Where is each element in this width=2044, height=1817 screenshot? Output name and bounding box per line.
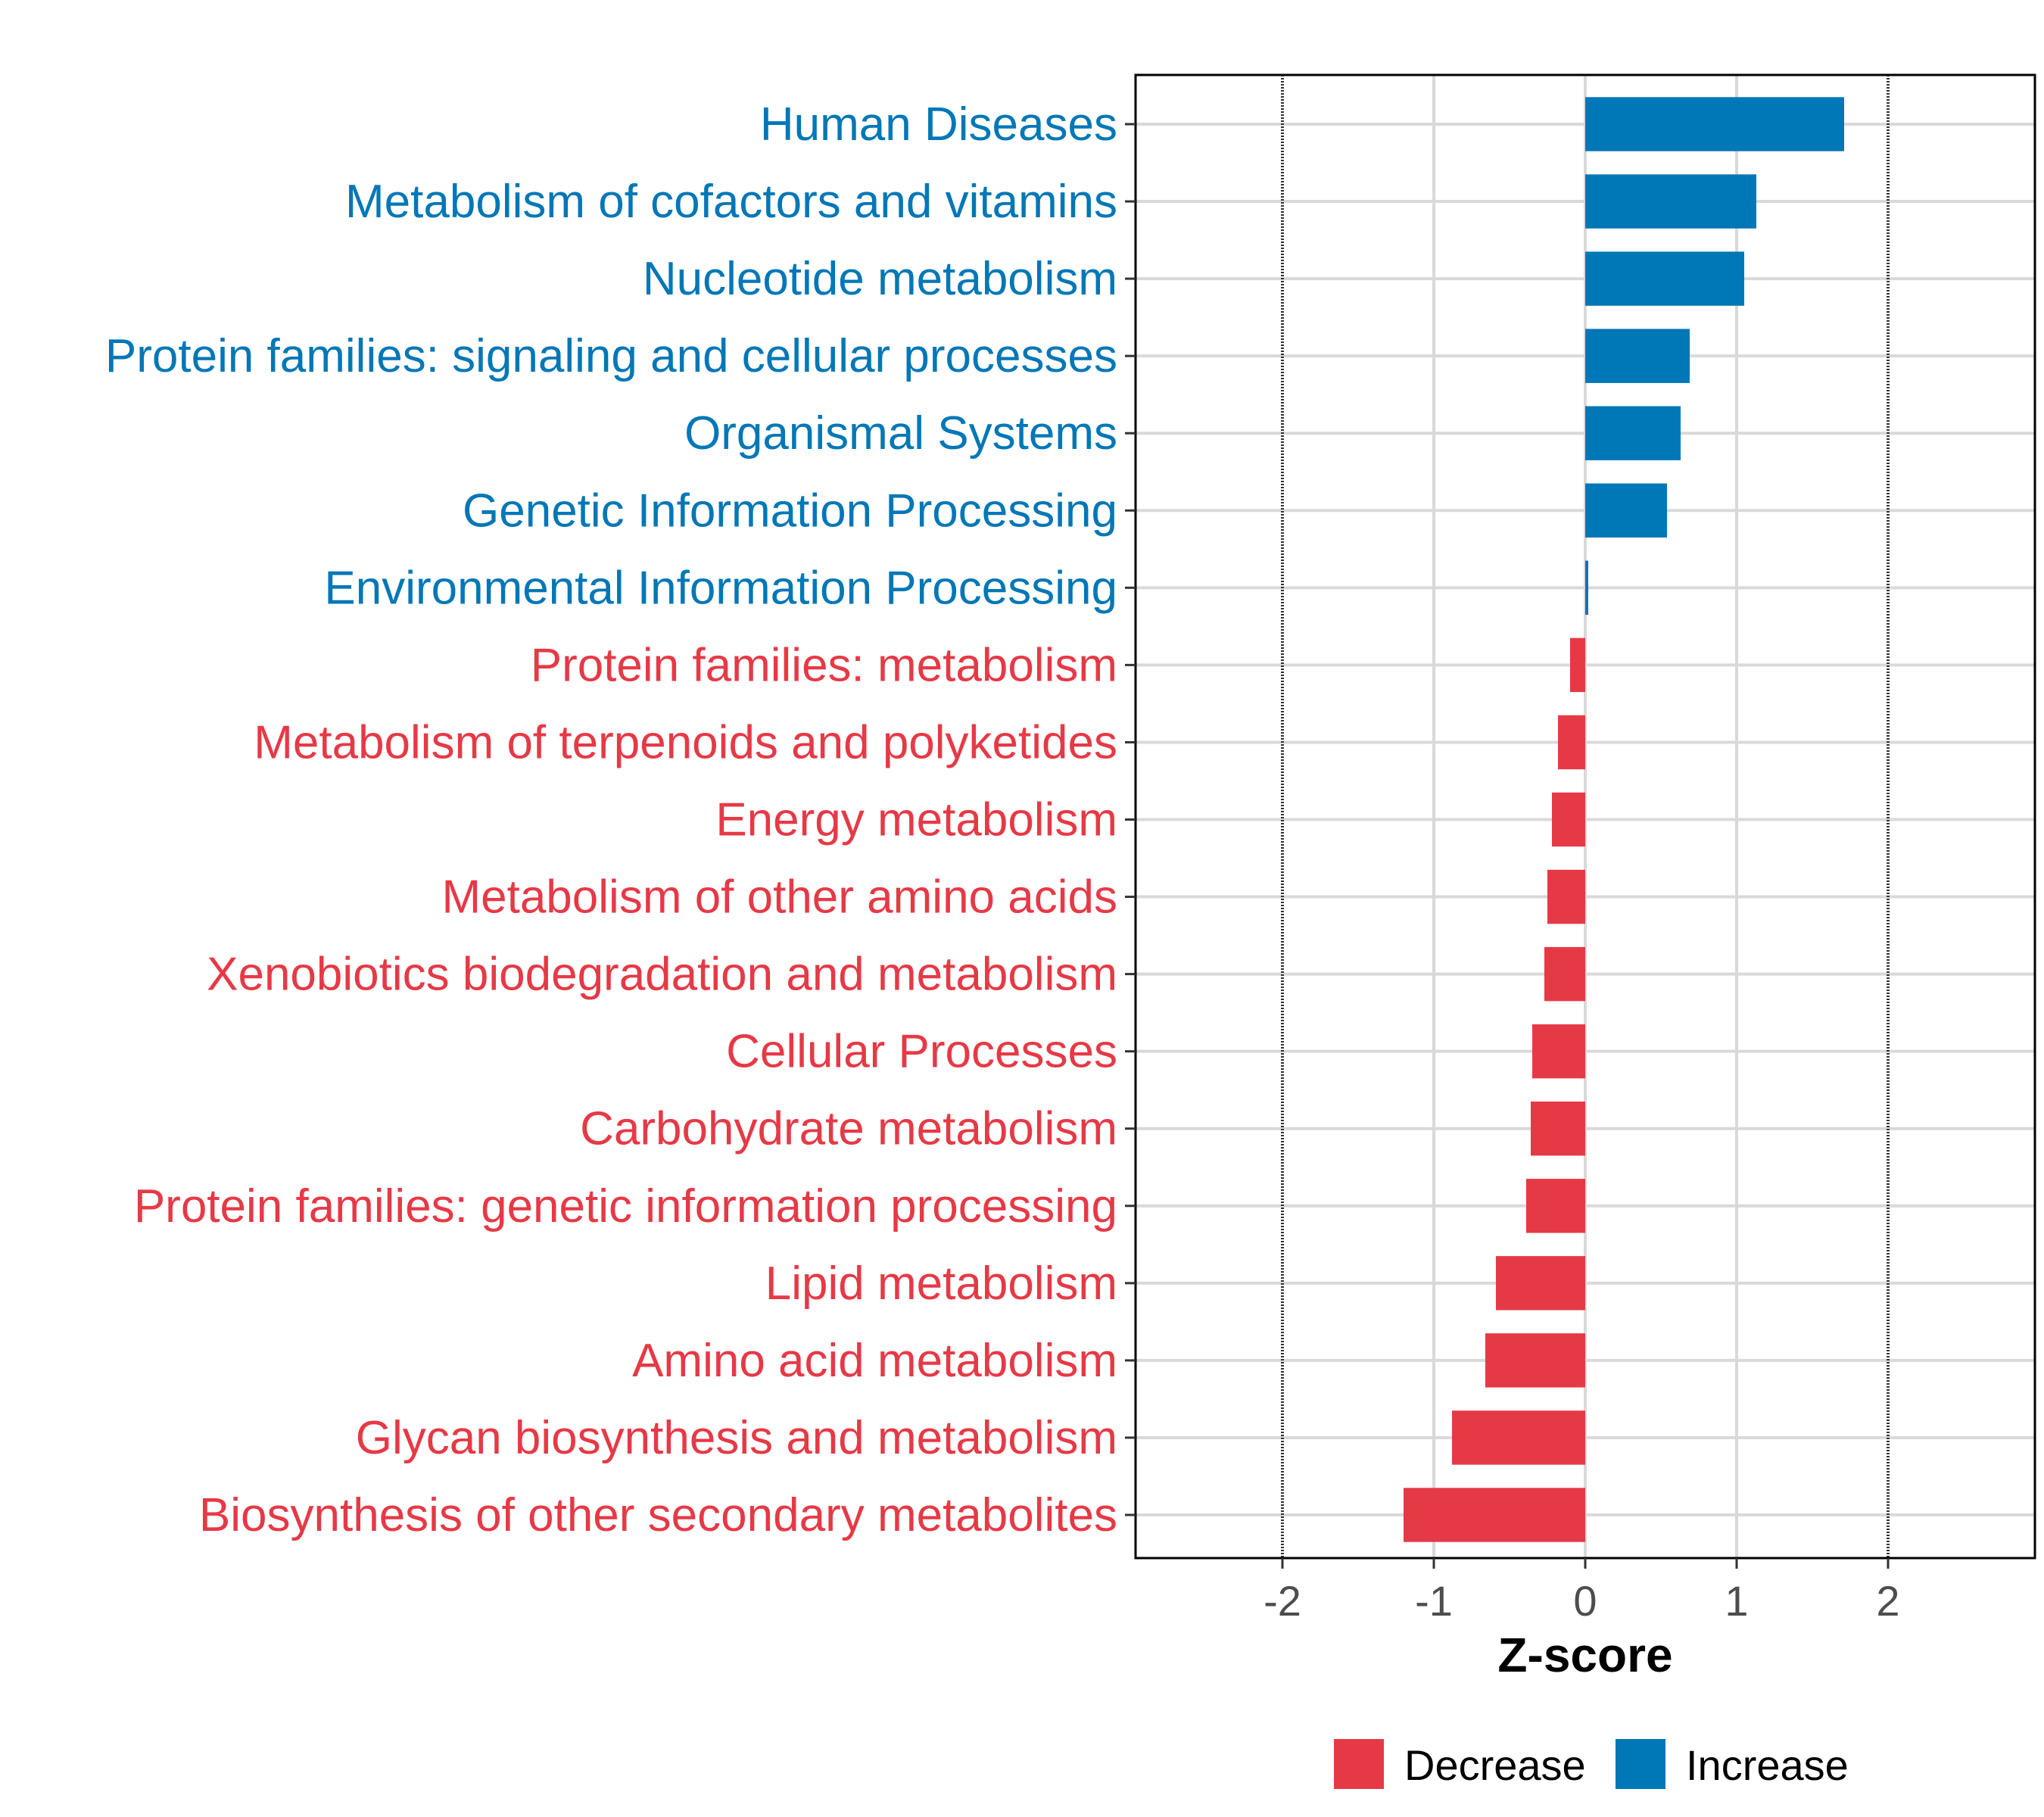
x-axis-ticks: -2 -1 0 1 2 (1263, 1558, 1900, 1625)
y-tick-label: Environmental Information Processing (324, 562, 1117, 614)
legend-label-increase: Increase (1686, 1741, 1849, 1789)
y-tick-label: Protein families: signaling and cellular… (105, 330, 1117, 382)
y-tick-label: Nucleotide metabolism (643, 253, 1117, 305)
legend-swatch-increase (1616, 1739, 1665, 1789)
bar-16 (1485, 1333, 1585, 1388)
x-tick-label: -2 (1263, 1577, 1301, 1625)
y-tick-label: Glycan biosynthesis and metabolism (356, 1412, 1117, 1464)
legend-label-decrease: Decrease (1404, 1741, 1586, 1789)
y-tick-label: Metabolism of terpenoids and polyketides (254, 716, 1117, 768)
x-tick-label: 2 (1876, 1577, 1899, 1625)
y-tick-label: Lipid metabolism (765, 1258, 1117, 1310)
bar-14 (1526, 1179, 1585, 1233)
bar-10 (1547, 869, 1585, 924)
y-tick-label: Xenobiotics biodegradation and metabolis… (207, 949, 1117, 1001)
bar-18 (1404, 1488, 1585, 1542)
bar-15 (1496, 1256, 1585, 1311)
x-tick-label: 0 (1573, 1577, 1597, 1625)
reference-lines (1281, 75, 1890, 1558)
y-tick-label: Energy metabolism (715, 794, 1117, 846)
y-tick-label: Cellular Processes (726, 1026, 1117, 1078)
y-tick-label: Organismal Systems (684, 407, 1117, 460)
bar-12 (1532, 1024, 1585, 1079)
y-tick-label: Protein families: metabolism (531, 639, 1117, 691)
y-tick-label: Genetic Information Processing (463, 485, 1117, 537)
bar-9 (1552, 792, 1585, 847)
x-axis-title: Z-score (1497, 1628, 1672, 1682)
bar-1 (1585, 174, 1756, 229)
y-tick-label: Amino acid metabolism (632, 1335, 1117, 1387)
bar-7 (1570, 637, 1585, 693)
y-tick-label: Protein families: genetic information pr… (134, 1180, 1117, 1233)
bar-3 (1585, 329, 1690, 383)
y-tick-label: Human Diseases (760, 98, 1117, 151)
y-axis-labels: Human Diseases Metabolism of cofactors an… (105, 98, 1136, 1541)
bar-11 (1544, 946, 1585, 1002)
y-tick-label: Carbohydrate metabolism (580, 1103, 1117, 1155)
y-tick-label: Biosynthesis of other secondary metaboli… (199, 1489, 1117, 1541)
bar-17 (1452, 1410, 1585, 1465)
bar-13 (1531, 1102, 1585, 1156)
x-tick-label: 1 (1725, 1577, 1748, 1625)
bar-6 (1585, 560, 1588, 616)
bar-4 (1585, 406, 1681, 460)
bar-2 (1585, 251, 1744, 306)
bar-0 (1585, 97, 1844, 151)
bar-8 (1558, 715, 1585, 770)
legend-swatch-decrease (1334, 1739, 1384, 1789)
bars (1404, 97, 1844, 1542)
bar-5 (1585, 483, 1667, 538)
y-tick-label: Metabolism of cofactors and vitamins (345, 176, 1117, 228)
y-tick-label: Metabolism of other amino acids (441, 871, 1117, 924)
x-tick-label: -1 (1415, 1577, 1453, 1625)
legend: Decrease Increase (1334, 1739, 1849, 1789)
